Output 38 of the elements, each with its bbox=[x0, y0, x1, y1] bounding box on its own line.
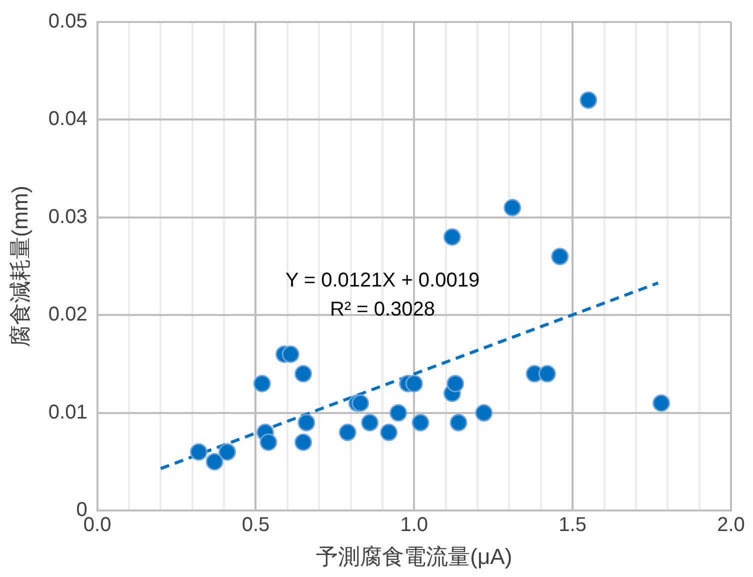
x-tick-label: 1.5 bbox=[558, 514, 586, 536]
y-tick-label: 0.03 bbox=[48, 206, 88, 228]
x-axis-title: 予測腐食電流量(μA) bbox=[316, 544, 512, 569]
point bbox=[361, 414, 379, 432]
point bbox=[475, 404, 493, 422]
y-tick-label: 0.05 bbox=[48, 10, 88, 33]
point bbox=[298, 414, 316, 432]
point bbox=[450, 414, 468, 432]
point bbox=[282, 346, 300, 363]
point bbox=[504, 198, 522, 216]
x-tick-label: 1.0 bbox=[400, 514, 428, 536]
y-tick-label: 0.04 bbox=[48, 108, 88, 130]
x-tick-label: 0.5 bbox=[242, 514, 270, 536]
point bbox=[206, 452, 224, 470]
annotation: R² = 0.3028 bbox=[330, 298, 436, 320]
y-tick-label: 0.02 bbox=[48, 304, 88, 326]
x-tick-label: 2.0 bbox=[717, 514, 745, 536]
point bbox=[190, 443, 208, 461]
point bbox=[443, 228, 461, 246]
point bbox=[446, 374, 464, 392]
point bbox=[260, 433, 278, 451]
point bbox=[253, 374, 271, 392]
point bbox=[380, 424, 398, 442]
annotation: Y = 0.0121X + 0.0019 bbox=[285, 269, 480, 292]
y-axis-title: 腐食減耗量(mm) bbox=[7, 186, 32, 347]
point bbox=[338, 424, 356, 442]
point bbox=[294, 365, 312, 383]
point bbox=[405, 374, 423, 392]
point bbox=[294, 433, 312, 451]
y-tick-label: 0.01 bbox=[48, 401, 88, 424]
point bbox=[352, 394, 370, 412]
point bbox=[652, 394, 670, 412]
point bbox=[218, 443, 236, 461]
point bbox=[580, 91, 598, 109]
point bbox=[412, 414, 430, 432]
point bbox=[390, 404, 408, 422]
point bbox=[551, 248, 569, 266]
point bbox=[538, 365, 556, 383]
